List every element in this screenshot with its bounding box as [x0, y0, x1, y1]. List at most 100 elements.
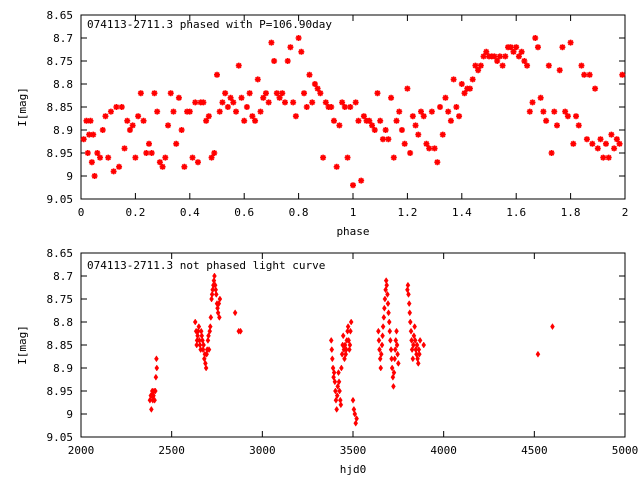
data-point [391, 382, 396, 390]
data-point [213, 290, 219, 298]
data-point [88, 159, 95, 166]
data-point [200, 346, 206, 354]
data-point [378, 364, 384, 372]
data-point [494, 58, 501, 64]
data-point [412, 336, 418, 344]
data-point [534, 44, 541, 51]
data-point [268, 39, 275, 46]
unphased-light-curve-panel: 074113-2711.3 not phased light curve hjd… [16, 247, 638, 476]
data-point [340, 332, 346, 340]
data-point [178, 127, 185, 133]
data-point [382, 304, 387, 312]
data-point [510, 48, 517, 55]
y-tick-label: 8.8 [53, 78, 73, 91]
data-point [390, 154, 397, 161]
data-point [271, 58, 278, 64]
data-point [137, 90, 144, 97]
data-point [380, 323, 386, 331]
data-point [195, 332, 200, 340]
data-point [388, 346, 394, 354]
data-point [477, 62, 484, 69]
y-tick-label: 8.95 [47, 385, 74, 398]
data-point [562, 108, 569, 115]
data-point [102, 113, 109, 120]
x-tick-label: 0 [78, 206, 85, 219]
data-point [333, 163, 340, 170]
data-point [545, 62, 552, 69]
data-point [396, 359, 401, 367]
data-point [447, 117, 454, 124]
data-point [314, 85, 321, 92]
data-point [461, 90, 468, 97]
data-point [110, 168, 117, 175]
data-point [352, 410, 358, 418]
data-point [97, 154, 104, 161]
data-point [346, 336, 351, 344]
y-tick-label: 9 [66, 408, 73, 421]
data-point [398, 127, 405, 133]
x-tick-label: 1.6 [506, 206, 526, 219]
data-point [567, 39, 574, 46]
data-point [118, 104, 125, 110]
data-point [80, 136, 87, 143]
data-point [456, 113, 463, 120]
data-point [336, 378, 342, 386]
data-point [410, 355, 416, 363]
x-tick-label: 2500 [158, 444, 185, 457]
data-point [409, 346, 415, 354]
data-point [526, 108, 533, 115]
data-point [344, 154, 351, 161]
data-point [199, 332, 205, 340]
data-point [301, 90, 308, 97]
data-point [124, 117, 131, 124]
data-point [564, 113, 571, 120]
data-point [392, 355, 398, 363]
x-tick-label: 2000 [68, 444, 95, 457]
data-point [208, 154, 215, 161]
data-point [126, 127, 133, 133]
data-point [303, 104, 310, 110]
data-point [140, 117, 147, 124]
data-point [350, 182, 356, 189]
y-axis-label: I[mag] [16, 325, 29, 365]
data-point [466, 85, 473, 92]
data-point [420, 113, 427, 120]
data-point [211, 150, 218, 156]
data-point [249, 113, 256, 120]
data-point [483, 48, 490, 55]
data-points [147, 272, 555, 427]
data-point [502, 53, 509, 60]
data-point [336, 122, 343, 129]
data-point [428, 108, 435, 115]
data-point [328, 336, 334, 344]
data-point [385, 290, 390, 298]
data-point [589, 140, 596, 147]
data-point [91, 173, 98, 179]
data-point [437, 104, 444, 110]
data-point [426, 145, 433, 152]
data-point [550, 323, 555, 331]
data-point [431, 145, 438, 152]
data-point [575, 122, 582, 129]
data-point [306, 71, 313, 78]
data-point [192, 318, 198, 326]
data-point [265, 99, 272, 106]
data-point [309, 99, 316, 106]
data-point [411, 341, 416, 349]
data-point [360, 113, 367, 120]
data-point [611, 145, 618, 152]
data-point [215, 309, 221, 317]
data-point [276, 94, 283, 101]
data-point [194, 159, 201, 166]
data-point [348, 318, 354, 326]
data-point [121, 145, 128, 152]
data-point [409, 336, 414, 344]
data-point [389, 355, 394, 363]
data-point [347, 104, 354, 110]
data-point [189, 154, 196, 161]
data-point [173, 140, 180, 147]
y-tick-label: 8.75 [47, 55, 74, 68]
data-point [211, 277, 217, 285]
y-tick-label: 8.65 [47, 9, 74, 22]
data-point [331, 369, 337, 377]
